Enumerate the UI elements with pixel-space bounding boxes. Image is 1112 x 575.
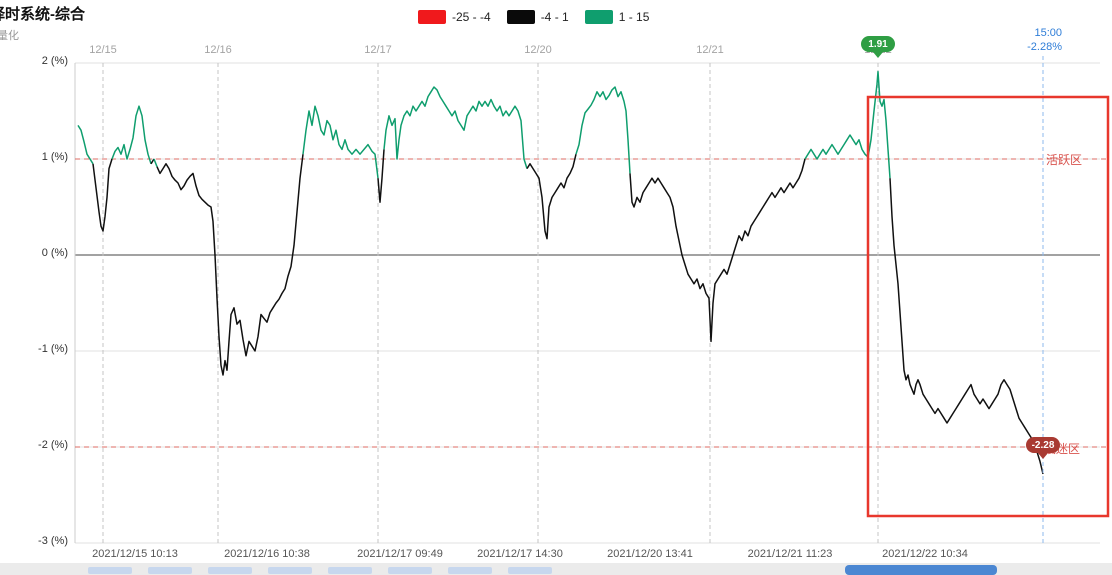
- series-line: [629, 158, 806, 343]
- top-axis-label: 12/16: [204, 44, 232, 56]
- bottom-axis-label: 2021/12/16 10:38: [224, 548, 310, 560]
- cursor-value: -2.28%: [1027, 41, 1062, 53]
- legend-label: -4 - 1: [540, 10, 569, 24]
- series-line: [526, 154, 577, 240]
- footer-fragment: [88, 567, 132, 574]
- bottom-axis-label: 2021/12/17 14:30: [477, 548, 563, 560]
- trough-marker-pin[interactable]: -2.28: [1026, 437, 1060, 459]
- y-tick-label: -1 (%): [38, 343, 68, 355]
- bottom-axis-label: 2021/12/15 10:13: [92, 548, 178, 560]
- legend-item-green-band[interactable]: 1 - 15: [584, 10, 650, 24]
- footer-fragment: [148, 567, 192, 574]
- series-line: [302, 105, 379, 179]
- active-zone-label: 活跃区: [1046, 153, 1083, 167]
- y-tick-label: 2 (%): [41, 55, 68, 67]
- top-axis-label: 12/21: [696, 44, 724, 56]
- top-axis-label: 12/17: [364, 44, 392, 56]
- peak-marker-tail: [873, 52, 883, 58]
- footer-fragment: [208, 567, 252, 574]
- peak-marker-value: 1.91: [861, 36, 895, 52]
- y-tick-label: -2 (%): [38, 439, 68, 451]
- series-line: [889, 178, 1044, 475]
- series-line: [153, 158, 158, 167]
- page-subtitle: 量化: [0, 30, 19, 42]
- peak-marker-pin[interactable]: 1.91: [861, 36, 895, 58]
- legend-swatch-black: [506, 10, 535, 24]
- series-line: [150, 158, 155, 165]
- cursor-time: 15:00: [1034, 27, 1062, 39]
- chart-legend: -25 - -4 -4 - 1 1 - 15: [418, 10, 649, 24]
- legend-label: 1 - 15: [618, 10, 650, 24]
- series-line: [804, 70, 891, 179]
- legend-label: -25 - -4: [452, 10, 491, 24]
- footer-fragment: [328, 567, 372, 574]
- page-title: 择时系统-综合: [0, 6, 85, 23]
- bottom-axis-label: 2021/12/21 11:23: [747, 548, 833, 560]
- highlight-box: [866, 95, 1110, 518]
- y-tick-label: 1 (%): [41, 151, 68, 163]
- bottom-axis-label: 2021/12/17 09:49: [357, 548, 443, 560]
- trough-marker-value: -2.28: [1026, 437, 1060, 453]
- top-axis-label: 12/15: [89, 44, 117, 56]
- footer-fragment: [448, 567, 492, 574]
- legend-swatch-green: [584, 10, 613, 24]
- series-line: [383, 86, 528, 169]
- footer-fragment: [268, 567, 312, 574]
- footer-fragment: [388, 567, 432, 574]
- series-line: [92, 158, 113, 232]
- bottom-axis-label: 2021/12/22 10:34: [882, 548, 968, 560]
- legend-item-red-band[interactable]: -25 - -4: [418, 10, 491, 24]
- series-line: [111, 105, 152, 165]
- cursor-readout: 15:00 -2.28%: [1000, 26, 1062, 54]
- footer-strip: [0, 563, 1112, 575]
- bottom-axis-label: 2021/12/20 13:41: [607, 548, 693, 560]
- y-tick-label: 0 (%): [41, 247, 68, 259]
- series-line: [77, 125, 94, 165]
- series-line: [156, 154, 304, 376]
- trough-marker-tail: [1038, 453, 1048, 459]
- legend-swatch-red: [418, 10, 446, 24]
- y-tick-label: -3 (%): [38, 535, 68, 547]
- footer-fragment: [508, 567, 552, 574]
- legend-item-black-band[interactable]: -4 - 1: [506, 10, 569, 24]
- series-line: [377, 149, 385, 203]
- footer-button-partial[interactable]: [845, 565, 997, 575]
- series-line: [575, 86, 631, 174]
- top-axis-label: 12/20: [524, 44, 552, 56]
